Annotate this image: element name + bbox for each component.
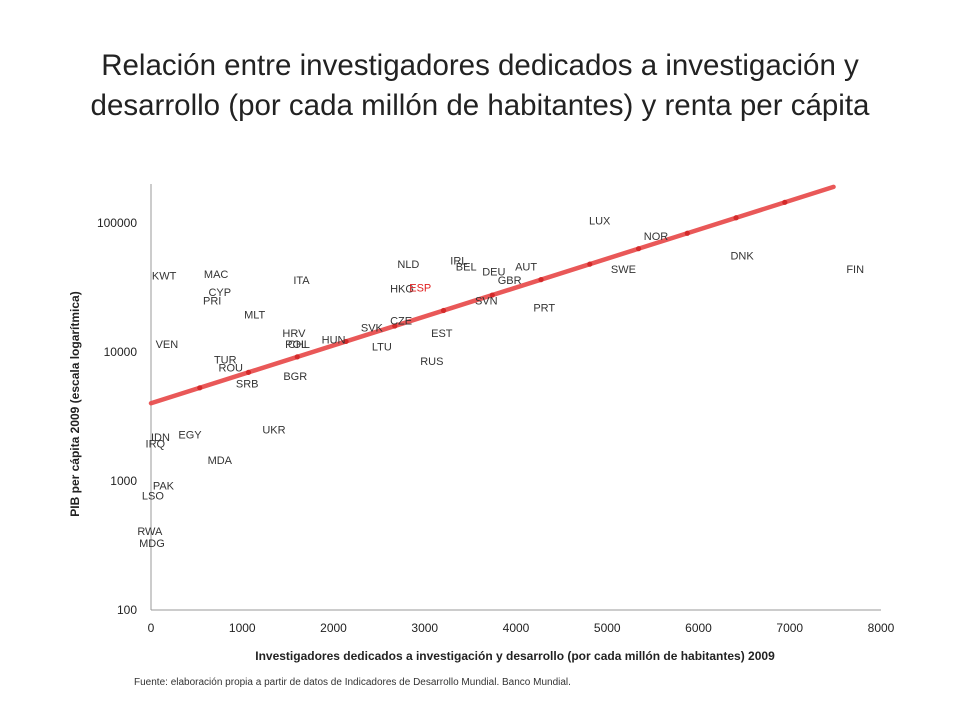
data-point-cyp: CYP <box>208 287 231 299</box>
data-point-hrv: HRV <box>282 328 306 340</box>
trendline-marker <box>489 292 495 298</box>
trendline-marker <box>440 307 447 314</box>
data-point-esp: ESP <box>409 283 431 295</box>
data-point-prt: PRT <box>533 303 555 315</box>
data-point-hkg: HKG <box>390 283 414 295</box>
data-point-pak: PAK <box>153 481 175 493</box>
x-tick-label: 3000 <box>411 621 438 635</box>
x-tick-label: 5000 <box>594 621 621 635</box>
data-point-chl: CHL <box>288 339 310 351</box>
data-point-ukr: UKR <box>262 425 285 437</box>
data-point-irl: IRL <box>450 256 467 268</box>
data-point-hun: HUN <box>322 334 346 346</box>
data-point-nld: NLD <box>397 259 419 271</box>
trendline-marker <box>587 261 593 267</box>
x-axis-label: Investigadores dedicados a investigación… <box>255 649 775 663</box>
data-point-mlt: MLT <box>244 309 265 321</box>
x-tick-label: 6000 <box>685 621 712 635</box>
chart-title: Relación entre investigadores dedicados … <box>30 46 930 126</box>
data-point-tur: TUR <box>214 355 237 367</box>
chart-title-line-2: desarrollo (por cada millón de habitante… <box>90 89 870 122</box>
data-point-fin: FIN <box>846 264 864 276</box>
y-tick-label: 10000 <box>104 345 138 359</box>
data-point-lux: LUX <box>589 216 611 228</box>
data-point-srb: SRB <box>236 378 259 390</box>
trendline-marker <box>538 277 544 283</box>
data-point-mac: MAC <box>204 269 229 281</box>
trendline-marker <box>733 215 739 221</box>
trendline-marker <box>684 230 690 236</box>
y-tick-label: 100000 <box>97 216 137 230</box>
data-point-svk: SVK <box>361 322 384 334</box>
data-point-deu: DEU <box>482 266 505 278</box>
source-note: Fuente: elaboración propia a partir de d… <box>134 677 571 688</box>
data-point-ven: VEN <box>156 339 179 351</box>
x-tick-label: 1000 <box>229 621 256 635</box>
y-tick-label: 1000 <box>110 474 137 488</box>
x-tick-label: 0 <box>148 621 155 635</box>
data-point-idn: IDN <box>151 432 170 444</box>
data-point-ita: ITA <box>293 275 310 287</box>
y-tick-label: 100 <box>117 603 137 617</box>
data-point-irq: IRQ <box>146 439 166 451</box>
y-axis-label: PIB per cápita 2009 (escala logarítmica) <box>68 291 82 516</box>
data-point-svn: SVN <box>475 296 498 308</box>
data-point-bel: BEL <box>456 261 477 273</box>
data-point-rus: RUS <box>420 356 443 368</box>
tick-labels: 0 1000 2000 3000 4000 5000 6000 7000 8000 100 1000… <box>97 216 895 635</box>
trendline-group <box>148 184 836 406</box>
data-point-gbr: GBR <box>498 275 522 287</box>
data-point-dnk: DNK <box>730 250 754 262</box>
trendline-marker <box>294 354 300 360</box>
chart-title-line-1: Relación entre investigadores dedicados … <box>101 49 859 82</box>
trendline-marker <box>197 385 203 391</box>
x-tick-label: 2000 <box>320 621 347 635</box>
data-point-mdg: MDG <box>139 538 165 550</box>
data-point-ltu: LTU <box>372 342 392 354</box>
data-point-mda: MDA <box>208 455 233 467</box>
x-tick-label: 4000 <box>503 621 530 635</box>
data-point-egy: EGY <box>178 429 202 441</box>
data-point-rou: ROU <box>219 362 244 374</box>
data-point-rwa: RWA <box>137 526 163 538</box>
trendline-marker <box>635 246 642 252</box>
trendline-marker <box>392 323 398 329</box>
data-point-kwt: KWT <box>152 271 177 283</box>
data-point-nor: NOR <box>644 231 669 243</box>
data-point-pol: POL <box>285 339 307 351</box>
x-tick-label: 8000 <box>868 621 895 635</box>
trendline-marker <box>343 338 349 345</box>
trendline-marker <box>782 199 788 205</box>
data-point-aut: AUT <box>515 261 537 273</box>
data-point-swe: SWE <box>611 264 636 276</box>
x-tick-label: 7000 <box>776 621 803 635</box>
data-point-pri: PRI <box>203 296 221 308</box>
data-point-lso: LSO <box>142 491 164 503</box>
data-point-bgr: BGR <box>283 371 307 383</box>
data-point-est: EST <box>431 328 453 340</box>
trendline-marker <box>245 369 252 375</box>
data-point-cze: CZE <box>390 316 412 328</box>
chart-axes <box>150 184 881 611</box>
